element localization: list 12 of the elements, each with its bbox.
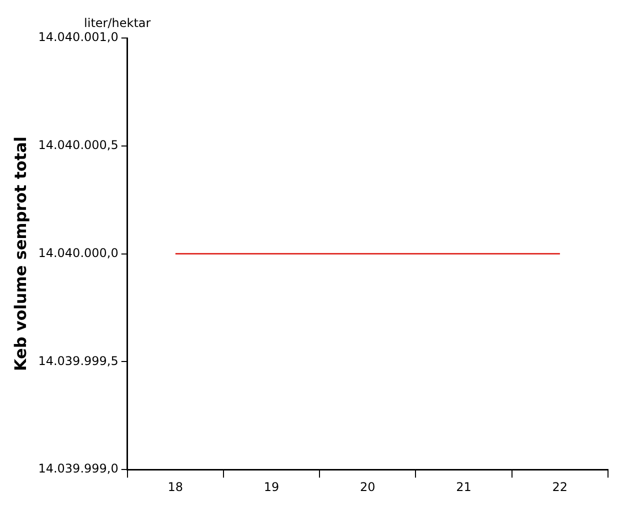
y-tick-label: 14.039.999,0 (38, 462, 118, 476)
y-tick-label: 14.040.000,5 (38, 138, 118, 152)
x-tick-label: 20 (360, 480, 376, 494)
y-axis-title: Keb volume semprot total (10, 136, 30, 372)
x-tick-label: 21 (456, 480, 472, 494)
x-tick-label: 22 (552, 480, 568, 494)
x-tick-label: 18 (168, 480, 184, 494)
text: liter/hektar (84, 16, 151, 30)
x-tick-label: 19 (264, 480, 280, 494)
y-tick-label: 14.040.000,0 (38, 246, 118, 260)
y-tick-label: 14.040.001,0 (38, 30, 118, 44)
y-tick-label: 14.039.999,5 (38, 354, 118, 368)
